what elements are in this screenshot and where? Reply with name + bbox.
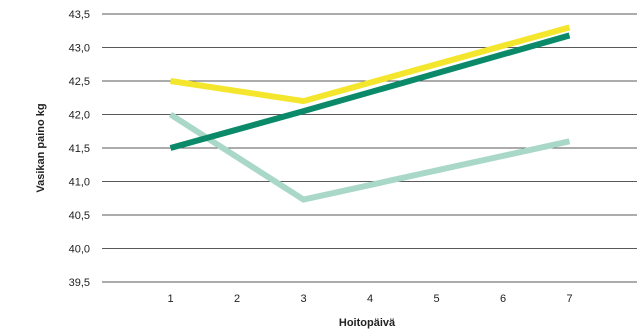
- x-tick-label: 5: [433, 293, 439, 305]
- x-tick-labels: 1 2 3 4 5 6 7: [167, 293, 572, 305]
- series-lines: [168, 24, 571, 203]
- x-tick-label: 1: [167, 293, 173, 305]
- y-tick-labels: 43,5 43,0 42,5 42,0 41,5 41,0 40,5 40,0 39,5: [69, 9, 90, 289]
- y-tick-label: 39,5: [69, 277, 90, 289]
- x-tick-label: 4: [367, 293, 373, 305]
- x-tick-label: 7: [566, 293, 572, 305]
- y-tick-label: 43,0: [69, 43, 90, 55]
- series-line-3: [169, 32, 571, 151]
- x-tick-label: 3: [300, 293, 306, 305]
- x-tick-label: 2: [234, 293, 240, 305]
- y-tick-label: 41,0: [69, 177, 90, 189]
- y-axis-title: Vasikan paino kg: [35, 103, 47, 192]
- y-gridlines: [102, 13, 637, 283]
- series-line-1: [170, 24, 571, 105]
- y-tick-label: 42,0: [69, 110, 90, 122]
- series-line-2: [168, 111, 571, 203]
- y-tick-label: 40,5: [69, 210, 90, 222]
- x-axis-title: Hoitopäivä: [339, 317, 396, 329]
- y-tick-label: 41,5: [69, 143, 90, 155]
- y-tick-label: 40,0: [69, 244, 90, 256]
- y-tick-label: 42,5: [69, 76, 90, 88]
- x-tick-label: 6: [500, 293, 506, 305]
- y-tick-label: 43,5: [69, 9, 90, 21]
